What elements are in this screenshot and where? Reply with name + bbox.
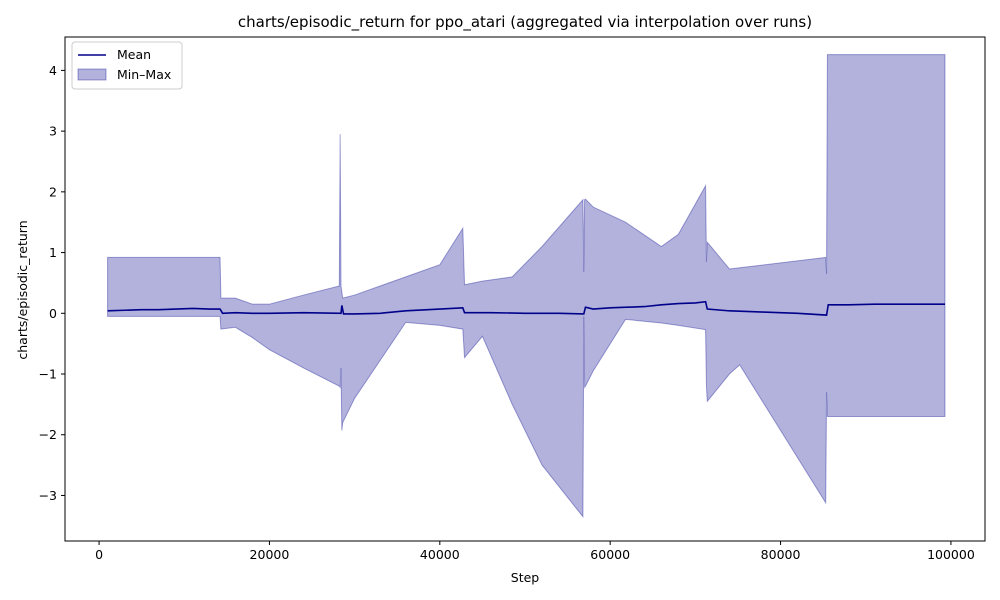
legend-label-min-max: Min–Max [117,67,171,82]
x-tick-label: 60000 [590,547,630,562]
y-tick-label: 4 [49,63,57,78]
y-tick-label: −3 [39,488,57,503]
y-axis: −3 −2 −1 0 1 2 3 4 [39,63,65,503]
y-tick-label: 2 [49,184,57,199]
legend-label-mean: Mean [117,47,151,62]
y-tick-label: −2 [39,427,57,442]
series-min-max-band [107,54,946,519]
plot-frame [64,36,986,542]
chart-title: charts/episodic_return for ppo_atari (ag… [238,13,812,32]
legend: Mean Min–Max [71,41,183,90]
legend-swatch-min-max [77,68,107,81]
y-axis-title: charts/episodic_return [15,220,30,359]
x-tick-label: 80000 [761,547,801,562]
x-tick-label: 100000 [927,547,975,562]
plot-area [64,36,986,542]
legend-box [71,41,183,90]
x-tick-label: 20000 [250,547,290,562]
y-tick-label: 0 [49,306,57,321]
y-tick-label: −1 [39,367,57,382]
y-tick-label: 3 [49,124,57,139]
x-tick-label: 0 [95,547,103,562]
x-axis-title: Step [511,570,540,585]
x-tick-label: 40000 [420,547,460,562]
y-tick-label: 1 [49,245,57,260]
x-axis: 0 20000 40000 60000 80000 100000 [95,541,975,562]
series-mean-line [107,300,945,316]
